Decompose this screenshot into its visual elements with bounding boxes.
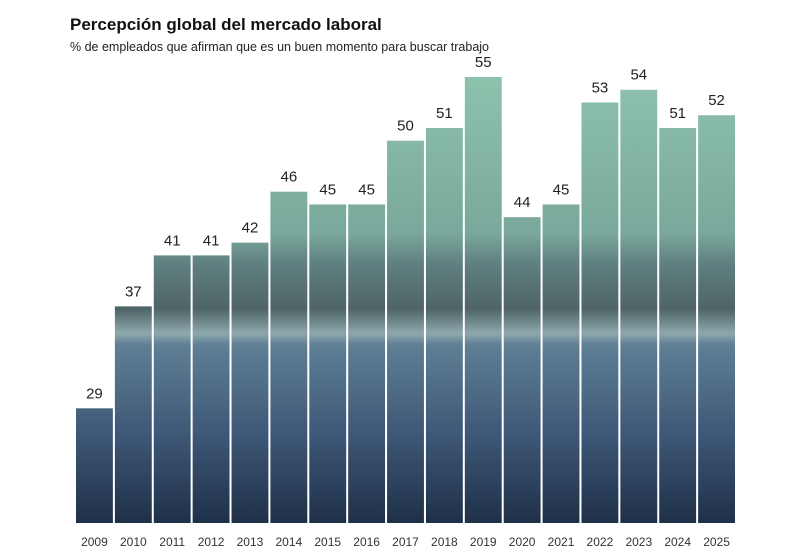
- bar: [503, 217, 541, 523]
- bar: [231, 242, 269, 523]
- bar: [542, 204, 580, 523]
- chart-subtitle: % de empleados que afirman que es un bue…: [70, 40, 489, 54]
- value-label: 29: [86, 385, 103, 402]
- x-tick-label: 2021: [548, 535, 575, 549]
- bar: [192, 255, 230, 523]
- bar: [581, 102, 619, 523]
- value-label: 53: [592, 79, 609, 96]
- value-label: 44: [514, 194, 531, 211]
- x-tick-label: 2013: [237, 535, 264, 549]
- value-label: 41: [203, 232, 220, 249]
- x-tick-label: 2019: [470, 535, 497, 549]
- x-tick-label: 2022: [587, 535, 614, 549]
- value-label: 45: [319, 181, 336, 198]
- value-label: 42: [242, 220, 259, 237]
- value-label: 46: [281, 169, 298, 186]
- bar: [76, 408, 113, 523]
- x-tick-label: 2009: [81, 535, 108, 549]
- value-label: 41: [164, 232, 181, 249]
- bar: [387, 140, 424, 523]
- value-label: 55: [475, 54, 492, 71]
- x-tick-label: 2012: [198, 535, 225, 549]
- x-tick-label: 2011: [159, 535, 185, 549]
- bar: [114, 306, 152, 523]
- value-label: 51: [669, 105, 686, 122]
- x-tick-label: 2010: [120, 535, 147, 549]
- value-label: 37: [125, 283, 142, 300]
- chart-title: Percepción global del mercado laboral: [70, 15, 382, 34]
- x-tick-label: 2025: [703, 535, 730, 549]
- bar: [309, 204, 347, 523]
- x-tick-label: 2017: [392, 535, 419, 549]
- bar: [659, 127, 697, 523]
- x-tick-label: 2020: [509, 535, 536, 549]
- x-tick-label: 2015: [314, 535, 341, 549]
- x-tick-label: 2016: [353, 535, 380, 549]
- bar: [425, 127, 463, 523]
- x-tick-label: 2023: [625, 535, 652, 549]
- value-label: 45: [553, 181, 570, 198]
- bar: [464, 77, 502, 523]
- value-label: 54: [630, 67, 647, 84]
- bar: [698, 115, 735, 523]
- value-label: 50: [397, 118, 414, 135]
- bar: [270, 191, 308, 523]
- bar: [620, 89, 658, 523]
- x-tick-label: 2024: [664, 535, 691, 549]
- bar: [348, 204, 386, 523]
- value-label: 52: [708, 92, 725, 109]
- value-label: 45: [358, 181, 375, 198]
- x-tick-label: 2018: [431, 535, 458, 549]
- x-tick-label: 2014: [276, 535, 303, 549]
- value-label: 51: [436, 105, 453, 122]
- bar: [153, 255, 191, 523]
